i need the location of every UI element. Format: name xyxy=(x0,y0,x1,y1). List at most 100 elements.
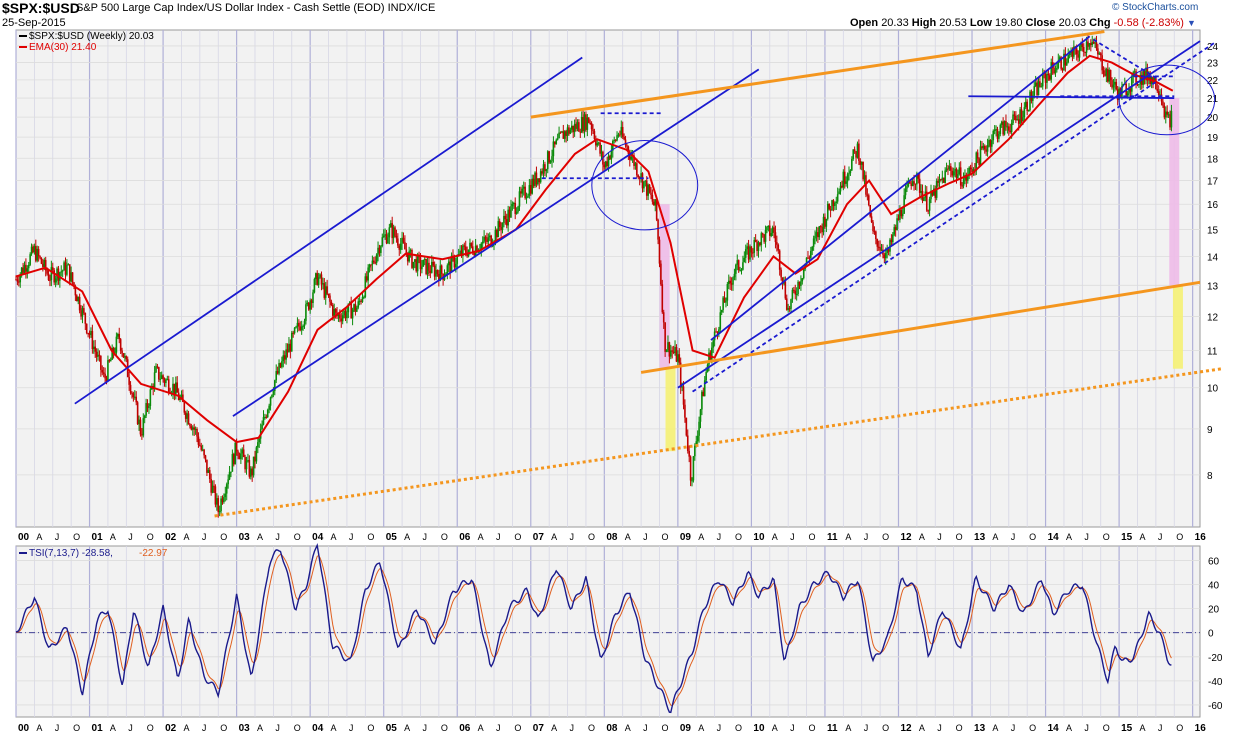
price-candle xyxy=(129,384,132,393)
price-candle xyxy=(340,318,343,322)
price-candle xyxy=(183,402,186,413)
price-candle xyxy=(347,303,350,313)
price-candle xyxy=(1170,111,1173,128)
price-candle xyxy=(501,222,504,231)
price-candle xyxy=(981,146,983,149)
price-candle xyxy=(189,424,191,427)
price-candle xyxy=(821,226,823,233)
price-candle xyxy=(432,261,435,266)
price-candle xyxy=(1115,81,1118,90)
tsi-month-label: O xyxy=(1029,723,1036,733)
price-candle xyxy=(500,227,502,231)
price-candle xyxy=(522,186,525,189)
price-candle xyxy=(662,312,665,323)
price-candle xyxy=(620,126,623,135)
price-candle xyxy=(761,233,764,235)
price-candle xyxy=(630,156,632,160)
price-candle xyxy=(1040,86,1043,88)
stockcharts-brand[interactable]: © StockCharts.com xyxy=(1112,2,1199,13)
price-month-label: A xyxy=(478,532,484,542)
price-candle xyxy=(1007,126,1010,131)
price-candle xyxy=(423,258,426,260)
price-candle xyxy=(1164,111,1167,118)
price-candle xyxy=(78,296,81,311)
price-candle xyxy=(507,209,509,226)
price-candle xyxy=(597,142,600,144)
price-month-label: J xyxy=(1011,532,1016,542)
price-candle xyxy=(428,262,430,271)
price-candle xyxy=(204,455,207,460)
price-candle xyxy=(290,332,293,352)
ohlc-summary: Open 20.33 High 20.53 Low 19.80 Close 20… xyxy=(850,17,1196,29)
price-candle xyxy=(339,314,341,319)
price-candle xyxy=(1015,115,1017,121)
price-candle xyxy=(834,202,836,206)
price-candle xyxy=(296,322,299,327)
price-candle xyxy=(941,177,944,180)
price-year-label: 08 xyxy=(606,532,618,543)
price-candle xyxy=(599,142,601,154)
price-month-label: J xyxy=(1158,532,1163,542)
price-candle xyxy=(999,124,1002,134)
price-candle xyxy=(606,161,608,166)
price-candle xyxy=(364,276,367,297)
price-candle xyxy=(351,309,354,319)
price-candle xyxy=(39,256,41,258)
price-candle xyxy=(831,200,833,211)
price-candle xyxy=(1056,68,1058,70)
price-candle xyxy=(1033,86,1036,96)
price-candle xyxy=(36,248,39,261)
price-candle xyxy=(636,163,638,176)
tsi-month-label: J xyxy=(643,723,648,733)
price-candle xyxy=(702,391,705,397)
price-month-label: J xyxy=(496,532,501,542)
price-candle xyxy=(85,323,88,333)
price-candle xyxy=(228,471,231,480)
price-candle xyxy=(688,450,690,457)
price-panel: 8 9 10 11 12 13 14 15 16 17 18 19 20 21 22 23 24 00 A J O 01 A… xyxy=(15,29,1223,543)
price-candle xyxy=(1039,81,1041,87)
price-candle xyxy=(95,351,98,357)
price-candle xyxy=(258,438,261,443)
close-value: 20.03 xyxy=(1058,17,1087,29)
price-candle xyxy=(415,259,418,272)
price-candle xyxy=(319,274,321,278)
tsi-month-label: O xyxy=(514,723,521,733)
price-month-label: J xyxy=(643,532,648,542)
price-candle xyxy=(1077,54,1079,58)
price-candle xyxy=(682,386,685,405)
tsi-tick-label: 20 xyxy=(1208,605,1220,616)
price-candle xyxy=(91,330,94,350)
price-candle xyxy=(842,171,845,188)
price-candle xyxy=(455,263,457,268)
price-candle xyxy=(1019,109,1021,124)
price-candle xyxy=(90,330,92,335)
price-candle xyxy=(1159,94,1161,96)
blue-trend-line xyxy=(677,40,1201,389)
price-candle xyxy=(529,185,532,194)
price-candle xyxy=(1036,82,1038,96)
price-candle xyxy=(438,273,440,281)
price-candle xyxy=(66,265,68,275)
price-candle xyxy=(774,232,777,243)
price-candle xyxy=(53,270,55,283)
tsi-month-label: O xyxy=(588,723,595,733)
price-candle xyxy=(1067,55,1069,63)
price-candle xyxy=(143,415,146,419)
price-candle xyxy=(991,140,993,147)
price-candle xyxy=(1148,76,1150,81)
price-year-label: 12 xyxy=(900,532,912,543)
price-candle xyxy=(49,280,51,282)
price-candle xyxy=(1155,78,1157,90)
price-candle xyxy=(487,237,490,242)
price-candle xyxy=(595,138,597,146)
price-candle xyxy=(978,158,980,165)
price-candle xyxy=(148,405,150,409)
price-candle xyxy=(469,242,471,250)
triangle-down-icon[interactable]: ▼ xyxy=(1187,18,1196,28)
price-candle xyxy=(825,218,828,227)
tsi-year-label: 14 xyxy=(1048,723,1060,734)
price-candle xyxy=(801,278,804,282)
price-candle xyxy=(50,267,53,281)
price-candle xyxy=(907,181,910,187)
